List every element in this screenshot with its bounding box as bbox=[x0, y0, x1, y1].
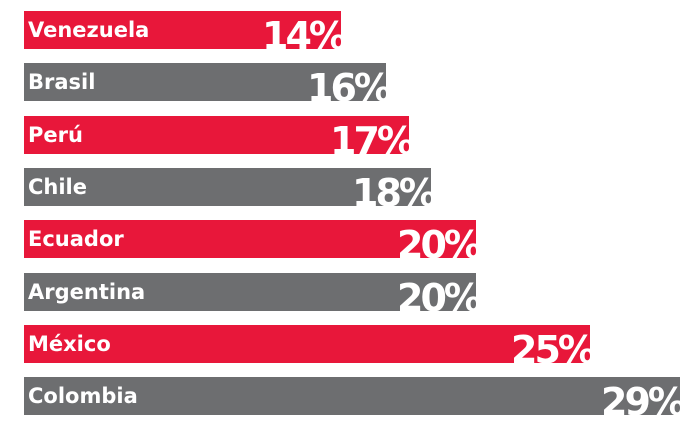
bar-value-label: 20% bbox=[397, 276, 482, 320]
bar-venezuela: Venezuela 14% bbox=[24, 11, 347, 55]
bar-value-label: 17% bbox=[330, 119, 415, 163]
bar-value-label: 25% bbox=[511, 328, 596, 372]
bar-argentina: Argentina 20% bbox=[24, 273, 482, 317]
bar-perú: Perú 17% bbox=[24, 116, 415, 160]
bar-méxico: México 25% bbox=[24, 325, 596, 369]
bar-category-label: Chile bbox=[28, 175, 88, 199]
bar-colombia: Colombia 29% bbox=[24, 377, 686, 421]
bar-ecuador: Ecuador 20% bbox=[24, 220, 482, 264]
bar-category-label: Colombia bbox=[28, 384, 138, 408]
bar-category-label: Venezuela bbox=[28, 18, 150, 42]
bar-category-label: Argentina bbox=[28, 280, 146, 304]
bar-value-label: 20% bbox=[397, 223, 482, 267]
bar-category-label: Ecuador bbox=[28, 227, 124, 251]
bar-category-label: Brasil bbox=[28, 70, 96, 94]
bar-value-label: 18% bbox=[352, 171, 437, 215]
bar-category-label: México bbox=[28, 332, 111, 356]
bar-value-label: 16% bbox=[307, 66, 392, 110]
bar-category-label: Perú bbox=[28, 123, 83, 147]
bar-value-label: 14% bbox=[262, 14, 347, 58]
bar-chile: Chile 18% bbox=[24, 168, 437, 212]
bar-brasil: Brasil 16% bbox=[24, 63, 392, 107]
bar-value-label: 29% bbox=[601, 380, 686, 424]
